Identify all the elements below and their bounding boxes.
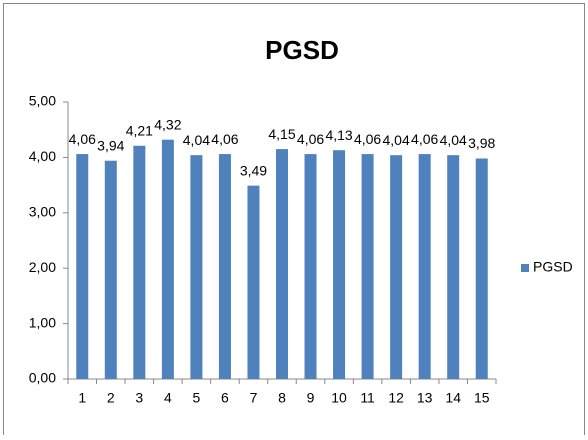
value-label: 4,04 bbox=[440, 132, 467, 148]
bar bbox=[361, 154, 374, 379]
x-tick-label: 7 bbox=[250, 390, 258, 406]
bar bbox=[190, 155, 203, 379]
x-tick-label: 6 bbox=[221, 390, 229, 406]
y-tick-label: 5,00 bbox=[29, 93, 56, 109]
chart-border bbox=[3, 3, 585, 440]
x-tick-label: 13 bbox=[417, 390, 433, 406]
value-label: 4,21 bbox=[126, 122, 153, 138]
bar bbox=[390, 155, 403, 379]
y-tick-label: 0,00 bbox=[29, 370, 56, 386]
value-label: 4,15 bbox=[268, 126, 295, 142]
y-tick-label: 4,00 bbox=[29, 148, 56, 164]
bar bbox=[475, 158, 488, 379]
value-label: 3,98 bbox=[468, 135, 495, 151]
value-label: 4,06 bbox=[411, 131, 438, 147]
bar bbox=[247, 185, 260, 379]
bar bbox=[418, 154, 431, 379]
value-label: 4,13 bbox=[325, 127, 352, 143]
value-label: 3,49 bbox=[240, 162, 267, 178]
x-tick-label: 5 bbox=[193, 390, 201, 406]
bar bbox=[304, 154, 317, 379]
bar bbox=[133, 145, 146, 379]
x-tick-label: 3 bbox=[135, 390, 143, 406]
y-tick-label: 3,00 bbox=[29, 204, 56, 220]
value-label: 4,32 bbox=[154, 116, 181, 132]
x-tick-label: 15 bbox=[474, 390, 490, 406]
x-tick-label: 12 bbox=[388, 390, 404, 406]
bar bbox=[76, 154, 89, 379]
value-label: 4,06 bbox=[297, 131, 324, 147]
x-tick-label: 14 bbox=[445, 390, 461, 406]
bar bbox=[218, 154, 231, 379]
y-tick-label: 2,00 bbox=[29, 259, 56, 275]
legend-swatch bbox=[521, 264, 529, 272]
x-tick-label: 11 bbox=[360, 390, 375, 406]
bar bbox=[161, 139, 174, 379]
x-tick-label: 9 bbox=[307, 390, 315, 406]
value-label: 4,06 bbox=[211, 131, 238, 147]
x-tick-label: 1 bbox=[78, 390, 86, 406]
bar bbox=[104, 160, 117, 379]
legend-label: PGSD bbox=[533, 259, 573, 275]
bar bbox=[447, 155, 460, 379]
bar bbox=[276, 149, 288, 379]
x-tick-label: 8 bbox=[278, 390, 286, 406]
y-tick-label: 1,00 bbox=[29, 314, 56, 330]
x-tick-label: 4 bbox=[164, 390, 172, 406]
chart-title: PGSD bbox=[265, 35, 339, 65]
x-tick-label: 2 bbox=[107, 390, 115, 406]
value-label: 4,04 bbox=[183, 132, 210, 148]
value-label: 4,06 bbox=[69, 131, 96, 147]
x-tick-label: 10 bbox=[331, 390, 347, 406]
value-label: 4,06 bbox=[354, 131, 381, 147]
value-label: 3,94 bbox=[97, 137, 124, 153]
bar bbox=[333, 150, 346, 379]
value-label: 4,04 bbox=[383, 132, 410, 148]
